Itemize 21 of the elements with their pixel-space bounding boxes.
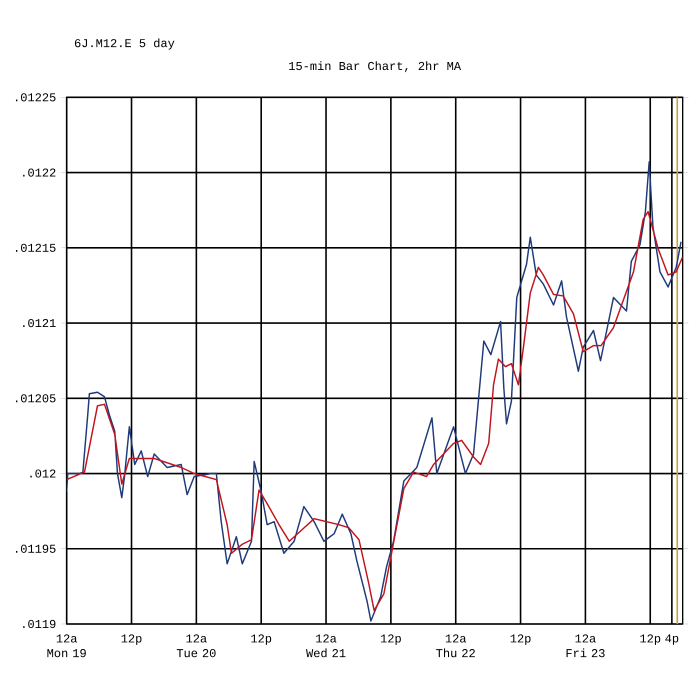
x-tick-label: 12a Thu 22 xyxy=(436,634,475,658)
x-tick-label: 12p xyxy=(251,634,272,645)
y-tick-label: .01195 xyxy=(16,544,56,553)
y-tick-label: .0122 xyxy=(23,168,56,176)
x-tick-label: 12a Wed 21 xyxy=(306,634,346,658)
x-tick-label: 12p xyxy=(510,634,531,645)
x-tick-label: 12a Fri 23 xyxy=(566,634,605,658)
chart-subtitle: 15-min Bar Chart, 2hr MA xyxy=(289,61,462,72)
y-tick-label: .01225 xyxy=(16,93,56,102)
x-tick-label: 12p xyxy=(380,634,401,645)
y-tick-label: .0119 xyxy=(23,620,56,628)
chart-title: 6J.M12.E 5 day xyxy=(74,38,174,50)
x-tick-label: 12a Mon 19 xyxy=(47,634,86,658)
y-tick-label: .01205 xyxy=(16,394,56,402)
y-tick-label: .012 xyxy=(30,469,56,478)
y-tick-label: .0121 xyxy=(23,318,56,327)
x-tick-label: 4p xyxy=(665,634,678,645)
x-tick-label: 12p xyxy=(640,634,660,645)
x-tick-label: 12p xyxy=(122,634,142,645)
y-tick-label: .01215 xyxy=(16,244,56,252)
x-tick-label: 12a Tue 20 xyxy=(176,634,216,658)
